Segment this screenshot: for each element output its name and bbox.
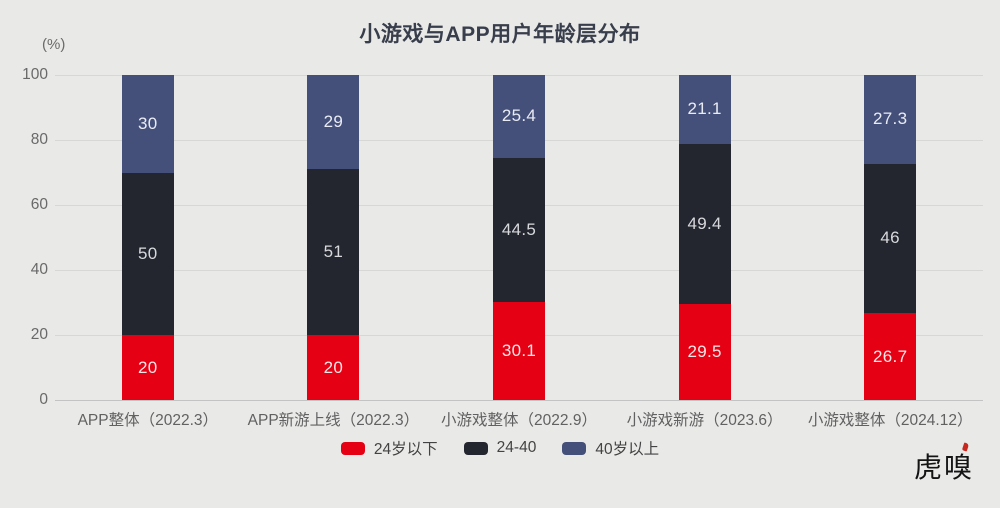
bar-value-label: 49.4 (687, 213, 722, 233)
legend: 24岁以下 24-40 40岁以上 (0, 437, 1000, 459)
legend-label: 24岁以下 (373, 441, 438, 458)
bar-segment: 20 (121, 335, 174, 400)
bar-value-label: 30.1 (501, 341, 537, 361)
chart-title: 小游戏与APP用户年龄层分布 (359, 23, 641, 46)
y-tick-label: 0 (39, 391, 48, 408)
bar-segment: 29 (307, 75, 360, 170)
x-category-label: APP新游上线（2022.3） (247, 412, 420, 429)
bar-value-label: 25.4 (501, 106, 537, 126)
bar-value-label: 26.7 (873, 346, 908, 366)
x-category-label: 小游戏新游（2023.6） (626, 412, 783, 429)
legend-label: 24-40 (496, 439, 537, 456)
plot-area: 20 50 30 20 51 29 30.1 44.5 25.4 29.5 49.4 21.1 26.7… (55, 75, 983, 401)
bar-segment: 29.5 (678, 304, 731, 400)
gridline (55, 400, 983, 401)
legend-label: 40岁以上 (595, 441, 660, 458)
legend-item: 24-40 (463, 439, 537, 457)
y-axis-unit-label: (%) (42, 36, 66, 53)
huxiu-logo: 虎嗅 (913, 442, 974, 486)
x-category-label: 小游戏整体（2022.9） (441, 412, 597, 429)
bar-segment: 51 (307, 169, 360, 335)
y-tick-label: 40 (30, 261, 48, 278)
legend-swatch-icon (340, 441, 365, 455)
bar-segment: 46 (864, 163, 917, 314)
bar-segment: 44.5 (493, 157, 545, 303)
bar-value-label: 29 (323, 112, 344, 132)
x-category-label: APP整体（2022.3） (77, 412, 219, 429)
bar-segment: 30.1 (493, 302, 545, 400)
bar-value-label: 51 (323, 242, 344, 262)
bar-segment: 21.1 (678, 75, 731, 144)
bar-value-label: 30 (138, 113, 158, 133)
bar-value-label: 29.5 (687, 342, 722, 362)
y-tick-label: 100 (22, 66, 48, 83)
bar-segment: 20 (307, 335, 360, 400)
legend-item: 24岁以下 (340, 437, 438, 459)
bar-value-label: 44.5 (501, 219, 537, 239)
x-category-label: 小游戏整体（2024.12） (807, 412, 973, 429)
legend-swatch-icon (463, 441, 488, 455)
y-tick-label: 60 (30, 196, 48, 213)
bar-segment: 27.3 (864, 75, 917, 164)
bar-segment: 25.4 (493, 75, 545, 158)
bar-value-label: 27.3 (873, 109, 908, 129)
bar-segment: 26.7 (864, 313, 917, 400)
bar-value-label: 50 (138, 243, 158, 263)
legend-item: 40岁以上 (562, 437, 659, 459)
bar-segment: 49.4 (678, 143, 731, 305)
bar-value-label: 20 (323, 357, 344, 377)
bar-value-label: 46 (880, 228, 900, 248)
y-tick-label: 80 (30, 131, 48, 148)
y-tick-label: 20 (30, 326, 48, 343)
bar-segment: 50 (121, 172, 174, 335)
bar-value-label: 20 (138, 357, 158, 377)
bar-segment: 30 (121, 75, 174, 173)
logo-text: 虎嗅 (913, 451, 974, 484)
legend-swatch-icon (562, 441, 587, 455)
bar-value-label: 21.1 (687, 99, 722, 119)
